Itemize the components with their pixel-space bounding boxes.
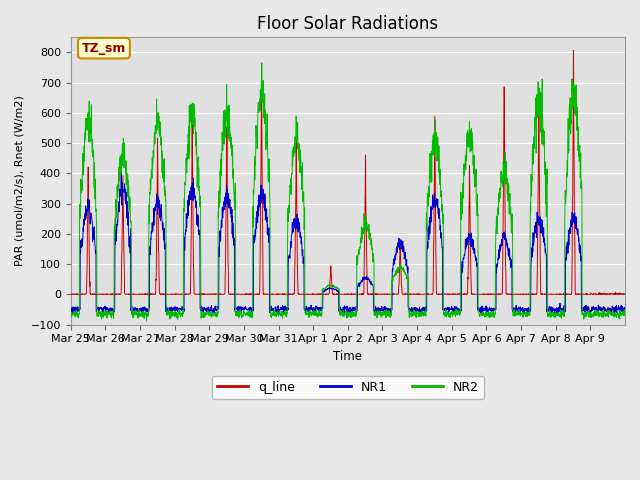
Line: NR2: NR2 — [70, 63, 625, 321]
q_line — [242, 291, 250, 297]
NR1 — [547, 307, 554, 313]
NR1 — [67, 306, 74, 312]
q_line — [67, 291, 74, 297]
Title: Floor Solar Radiations: Floor Solar Radiations — [257, 15, 438, 33]
q_line — [546, 291, 554, 297]
NR1 — [122, 190, 130, 195]
Text: TZ_sm: TZ_sm — [82, 42, 126, 55]
NR2 — [614, 310, 621, 316]
NR1 — [515, 308, 523, 314]
q_line — [570, 48, 577, 53]
Legend: q_line, NR1, NR2: q_line, NR1, NR2 — [211, 376, 484, 399]
NR1 — [381, 307, 389, 312]
NR2 — [515, 308, 523, 313]
NR1 — [621, 308, 629, 313]
X-axis label: Time: Time — [333, 350, 362, 363]
Line: NR1: NR1 — [70, 169, 625, 314]
NR2 — [242, 312, 250, 318]
NR1 — [117, 167, 125, 172]
NR2 — [621, 312, 629, 317]
Y-axis label: PAR (umol/m2/s), Rnet (W/m2): PAR (umol/m2/s), Rnet (W/m2) — [15, 96, 25, 266]
q_line — [614, 291, 621, 297]
q_line — [515, 291, 522, 297]
NR2 — [381, 313, 389, 319]
q_line — [381, 291, 389, 297]
NR1 — [163, 311, 171, 317]
NR2 — [67, 312, 74, 318]
NR1 — [243, 305, 250, 311]
NR2 — [258, 60, 266, 66]
Line: q_line: q_line — [70, 50, 625, 294]
q_line — [122, 291, 130, 297]
NR2 — [547, 312, 554, 318]
NR1 — [614, 305, 621, 311]
NR2 — [143, 318, 150, 324]
q_line — [621, 291, 629, 297]
NR2 — [122, 158, 130, 164]
